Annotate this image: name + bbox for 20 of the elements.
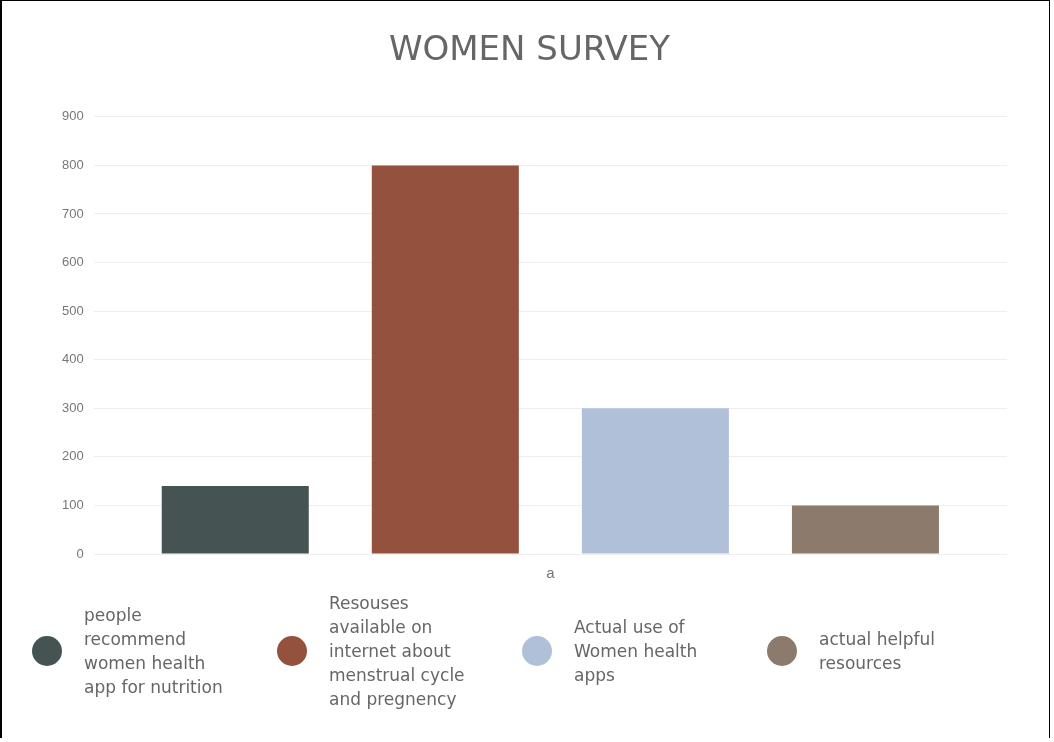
bar [581,408,729,554]
y-tick-label: 800 [61,156,84,172]
y-tick-label: 100 [61,497,84,512]
bar [371,165,519,554]
legend-label: Resouses available on internet about menstrual cycle and pregnency [329,592,466,711]
legend-label: actual helpful resources [819,628,936,675]
bar [791,505,939,554]
y-tick-label: 400 [61,351,84,367]
legend-label: people recommend women health app for nutrition [84,604,224,699]
y-tick-label: 700 [61,205,84,221]
y-tick-label: 900 [61,108,84,124]
bar [161,485,309,554]
y-tick-label: 200 [61,448,84,464]
y-tick-label: 300 [61,399,84,415]
y-tick-label: 0 [76,545,84,561]
y-tick-label: 600 [61,254,84,270]
x-tick-label: a [546,564,556,582]
legend-label: Actual use of Women health apps [574,616,699,687]
chart-title: WOMEN SURVEY [388,28,671,69]
y-tick-label: 500 [61,302,84,318]
